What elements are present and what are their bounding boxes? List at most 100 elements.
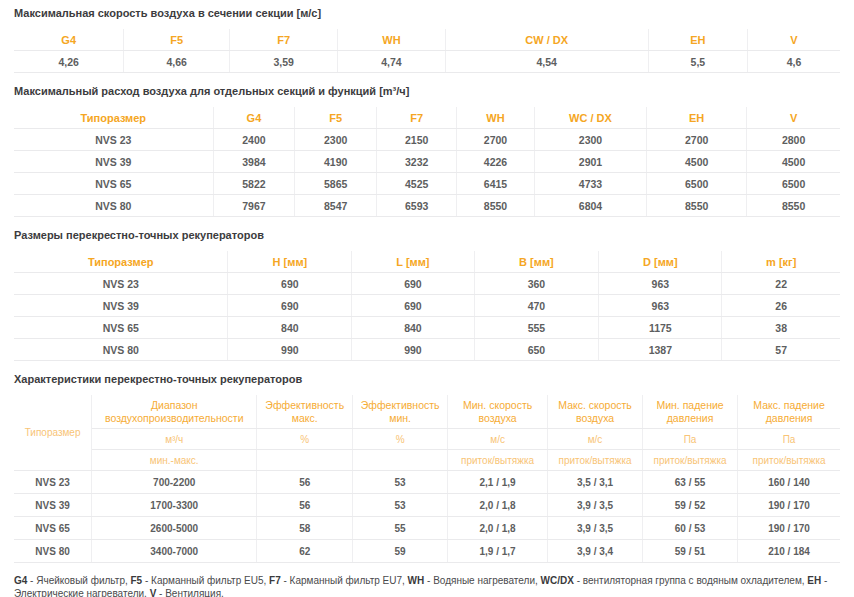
table-row: NVS 65840840555117538 [14, 317, 840, 339]
header-row: мин.-макс.приток/вытяжкаприток/вытяжкапр… [14, 450, 840, 471]
table-row: NVS 807967854765938550680485508550 [14, 195, 840, 217]
column-header: Мин. скорость воздуха [448, 395, 548, 429]
row-label: NVS 65 [14, 517, 92, 540]
table-cell: 3,9 / 3,4 [548, 540, 643, 563]
table-cell: 57 [722, 339, 840, 361]
header-row: ТипоразмерG4F5F7WHWC / DXEHV [14, 107, 840, 129]
column-header: EH [648, 29, 747, 51]
column-header: приток/вытяжка [643, 450, 738, 471]
row-label: NVS 65 [14, 317, 228, 339]
table-cell: 555 [474, 317, 599, 339]
table-recuperator-dimensions: ТипоразмерH [мм]L [мм]B [мм]D [мм]m [кг]… [14, 251, 840, 361]
table-cell: 4,74 [338, 51, 445, 73]
table-cell: 690 [228, 273, 352, 295]
row-label: NVS 39 [14, 151, 213, 173]
column-header: м³/ч [92, 429, 257, 450]
table-row: NVS 652600-500058552,0 / 1,83,9 / 3,560 … [14, 517, 840, 540]
table-cell: 6593 [377, 195, 457, 217]
table-cell: 3,9 / 3,5 [548, 517, 643, 540]
table-row: NVS 393984419032324226290145004500 [14, 151, 840, 173]
table-cell: 4500 [747, 151, 840, 173]
table-cell: 62 [257, 540, 353, 563]
table-cell: 2300 [534, 129, 646, 151]
table-cell: 2300 [295, 129, 377, 151]
table-cell: 1387 [599, 339, 722, 361]
table-cell: 22 [722, 273, 840, 295]
table-cell: 210 / 184 [738, 540, 840, 563]
section-max-air-flow: Максимальный расход воздуха для отдельны… [14, 85, 840, 217]
table-cell: 7967 [213, 195, 295, 217]
column-header: WH [338, 29, 445, 51]
table-cell: 6804 [534, 195, 646, 217]
column-header: Па [643, 429, 738, 450]
table-cell: 2,0 / 1,8 [448, 517, 548, 540]
footnote-term: EH [807, 575, 821, 586]
section-recuperator-characteristics: Характеристики перекрестно-точных рекупе… [14, 373, 840, 563]
column-header: приток/вытяжка [738, 450, 840, 471]
table-cell: 1,9 / 1,7 [448, 540, 548, 563]
table-cell: 60 / 53 [643, 517, 738, 540]
column-header: Эффективность мин. [353, 395, 448, 429]
column-header [353, 450, 448, 471]
table-row: NVS 803400-700062591,9 / 1,73,9 / 3,459 … [14, 540, 840, 563]
table-row: NVS 3969069047096326 [14, 295, 840, 317]
footnote-term: G4 [14, 575, 27, 586]
column-header: V [747, 29, 840, 51]
column-header: мин.-макс. [92, 450, 257, 471]
section-title: Максимальный расход воздуха для отдельны… [14, 85, 840, 98]
column-header: Типоразмер [14, 251, 228, 273]
row-label: NVS 23 [14, 273, 228, 295]
footnote-term: F7 [269, 575, 281, 586]
table-row: NVS 232400230021502700230027002800 [14, 129, 840, 151]
table-cell: 2,1 / 1,9 [448, 471, 548, 494]
table-cell: 38 [722, 317, 840, 339]
table-cell: 59 / 51 [643, 540, 738, 563]
header-row: ТипоразмерH [мм]L [мм]B [мм]D [мм]m [кг] [14, 251, 840, 273]
column-header: Макс. скорость воздуха [548, 395, 643, 429]
table-row: NVS 23700-220056532,1 / 1,93,5 / 3,163 /… [14, 471, 840, 494]
table-cell: 1700-3300 [92, 494, 257, 517]
table-cell: 8550 [647, 195, 747, 217]
column-header: м/с [448, 429, 548, 450]
table-cell: 4525 [377, 173, 457, 195]
table-cell: 190 / 170 [738, 517, 840, 540]
footnote-term: WC/DX [541, 575, 574, 586]
table-cell: 4,66 [124, 51, 230, 73]
column-header: приток/вытяжка [548, 450, 643, 471]
table-cell: 690 [228, 295, 352, 317]
table-cell: 650 [474, 339, 599, 361]
section-max-air-speed: Максимальная скорость воздуха в сечении … [14, 7, 840, 73]
table-cell: 6500 [647, 173, 747, 195]
column-header: м/с [548, 429, 643, 450]
footnote: G4 - Ячейковый фильтр, F5 - Карманный фи… [14, 575, 840, 597]
row-label: NVS 65 [14, 173, 213, 195]
table-max-air-flow: ТипоразмерG4F5F7WHWC / DXEHVNVS 23240023… [14, 107, 840, 217]
table-row: NVS 391700-330056532,0 / 1,83,9 / 3,559 … [14, 494, 840, 517]
column-header: F7 [377, 107, 457, 129]
section-title: Характеристики перекрестно-точных рекупе… [14, 373, 840, 386]
table-cell: 4500 [647, 151, 747, 173]
table-max-air-speed: G4F5F7WHCW / DXEHV4,264,663,594,744,545,… [14, 29, 840, 73]
table-cell: 1175 [599, 317, 722, 339]
table-cell: 5822 [213, 173, 295, 195]
table-cell: 4190 [295, 151, 377, 173]
table-cell: 990 [228, 339, 352, 361]
table-cell: 8547 [295, 195, 377, 217]
table-cell: 690 [352, 295, 474, 317]
column-header: H [мм] [228, 251, 352, 273]
table-cell: 8550 [457, 195, 535, 217]
column-header: D [мм] [599, 251, 722, 273]
table-cell: 190 / 170 [738, 494, 840, 517]
row-label: NVS 80 [14, 540, 92, 563]
column-header: B [мм] [474, 251, 599, 273]
table-cell: 2150 [377, 129, 457, 151]
column-header: Диапазон воздухопроизводительности [92, 395, 257, 429]
table-cell: 5865 [295, 173, 377, 195]
table-cell: 2400 [213, 129, 295, 151]
column-header: Мин. падение давления [643, 395, 738, 429]
column-header [257, 450, 353, 471]
table-cell: 160 / 140 [738, 471, 840, 494]
column-header: % [257, 429, 353, 450]
footnote-term: WH [408, 575, 425, 586]
table-cell: 6500 [747, 173, 840, 195]
